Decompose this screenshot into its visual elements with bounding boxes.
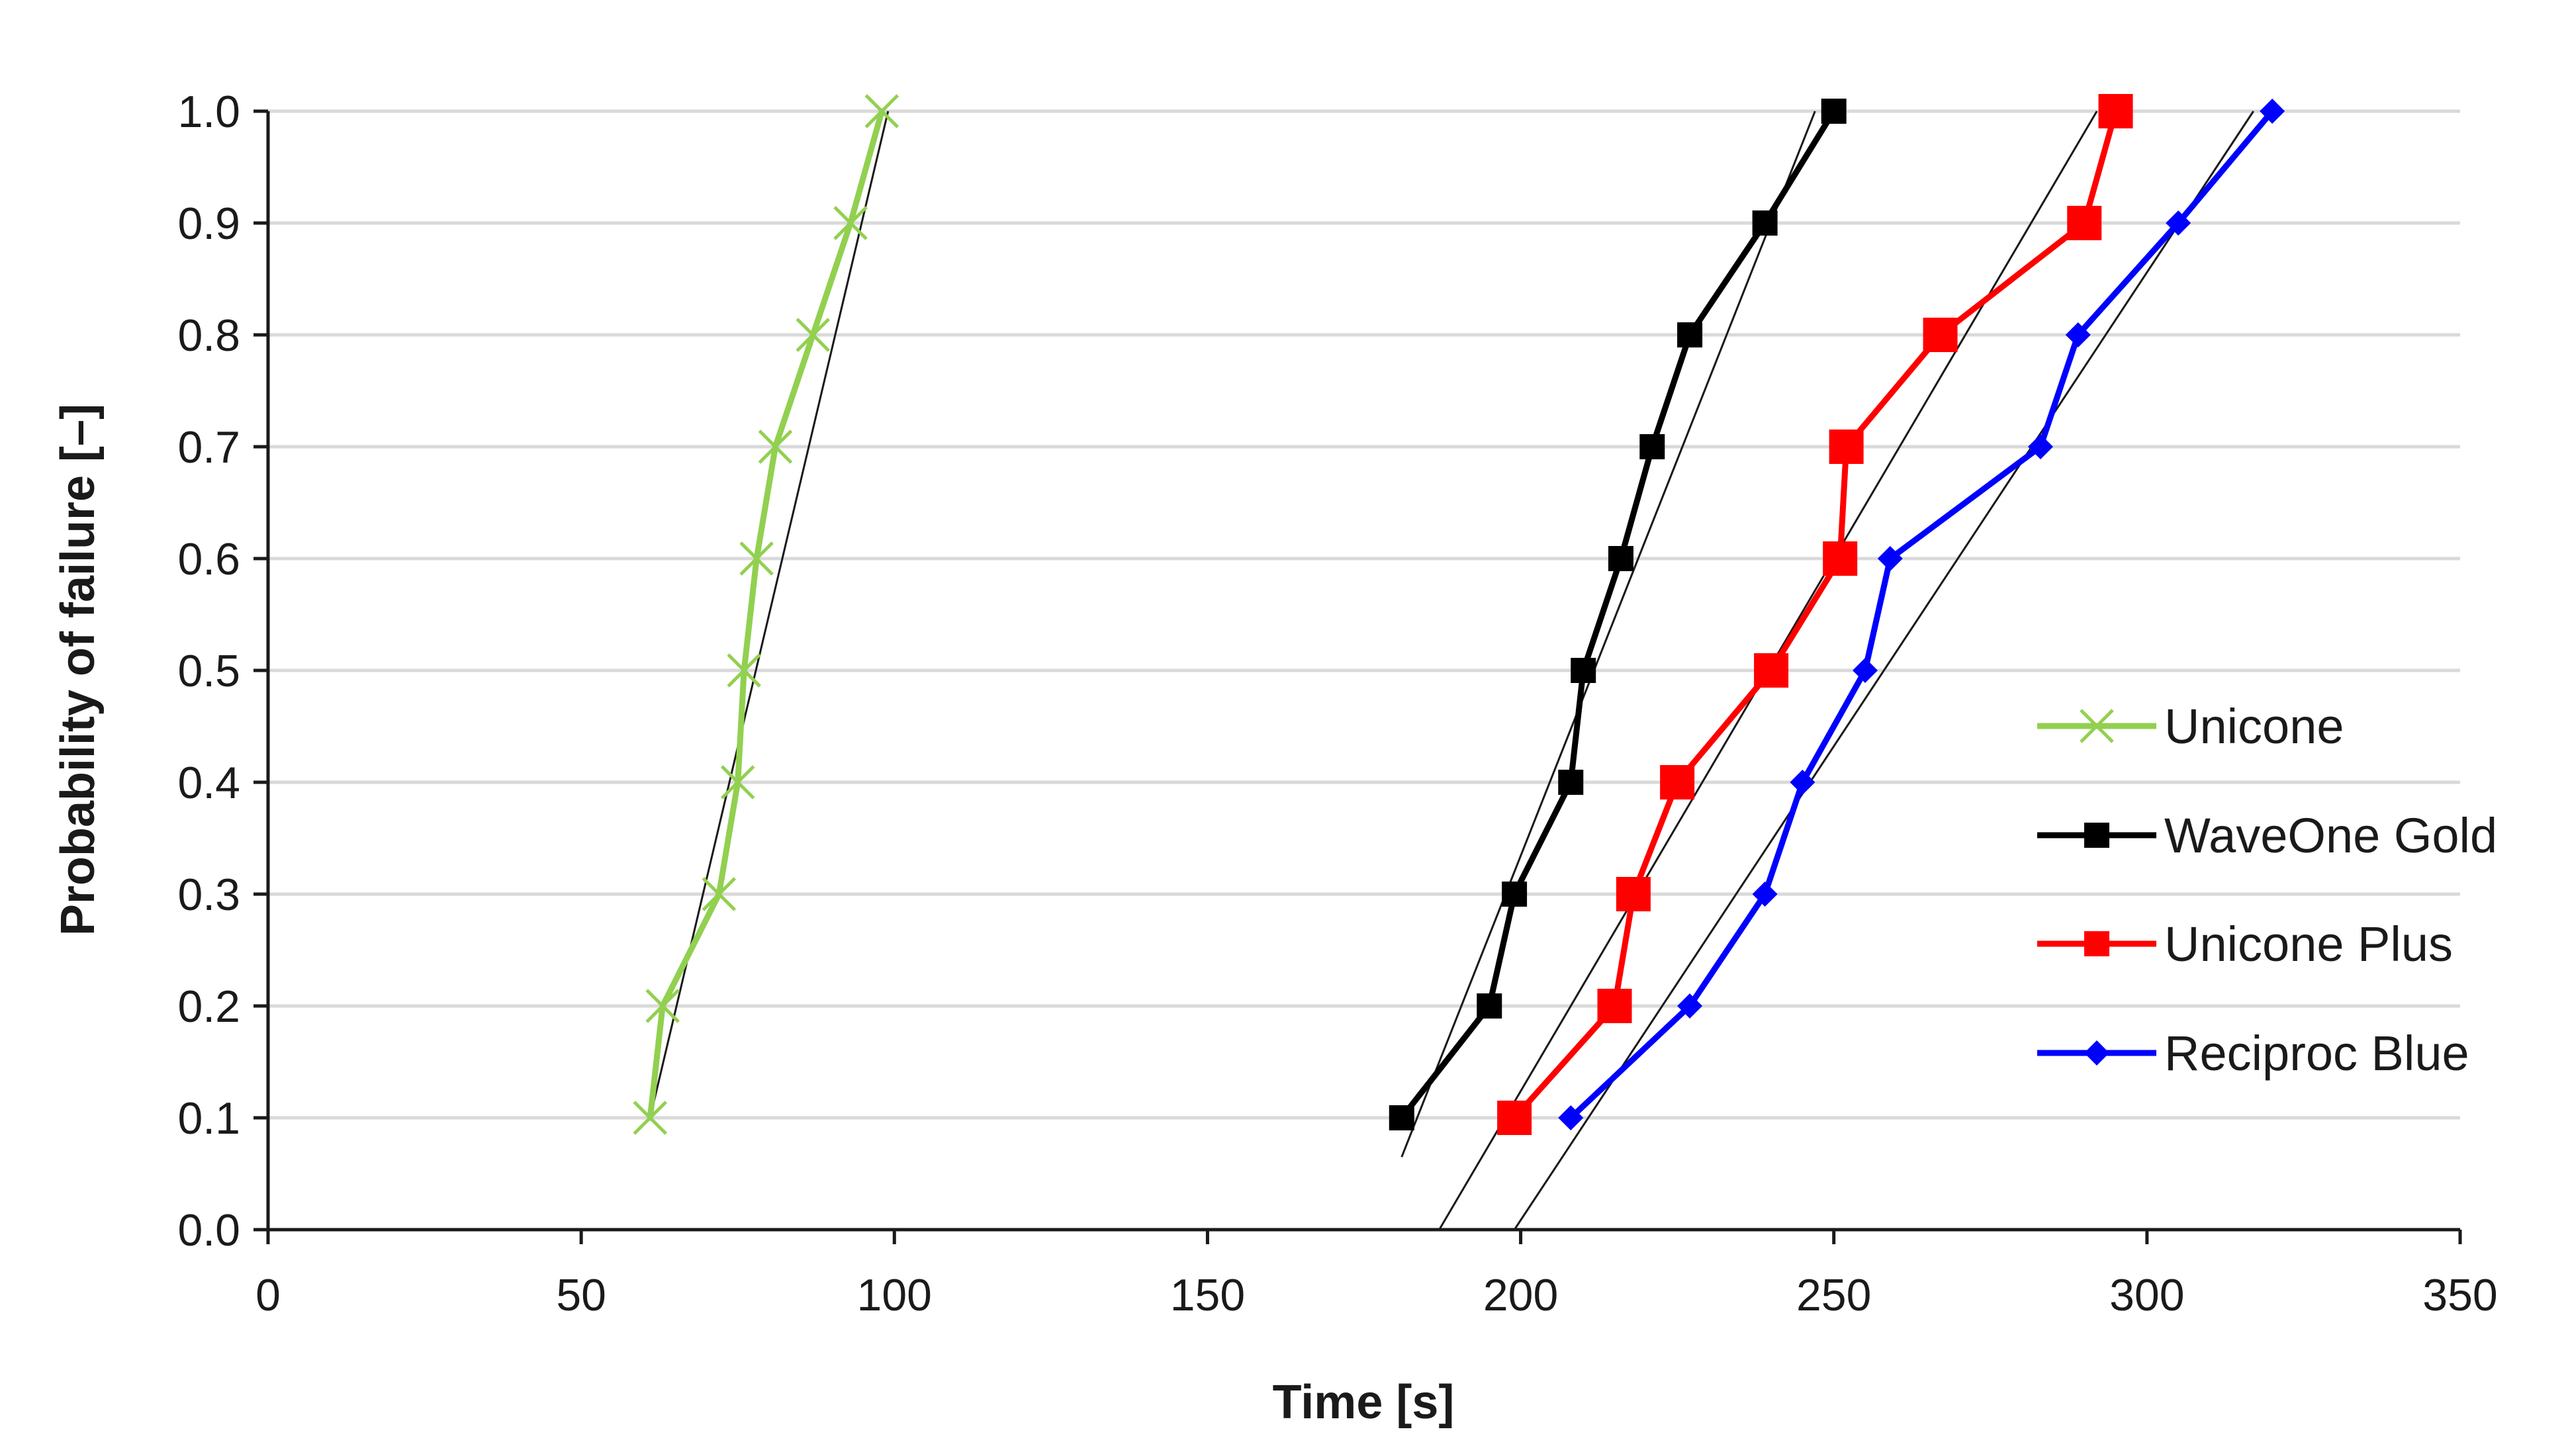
reciproc-blue-point-3 bbox=[1752, 882, 1778, 907]
waveone-gold-point-6 bbox=[1608, 546, 1633, 571]
y-tick-label: 0.9 bbox=[177, 199, 240, 249]
reciproc-blue-point-10 bbox=[2260, 99, 2285, 124]
x-tick-label: 250 bbox=[1796, 1270, 1871, 1320]
trendline-reciproc-blue bbox=[1513, 111, 2254, 1230]
unicone-point-5 bbox=[727, 653, 761, 688]
legend-item-unicone[interactable]: Unicone bbox=[2037, 699, 2344, 754]
trendline-unicone bbox=[649, 111, 890, 1118]
series-line-reciproc-blue bbox=[1567, 108, 2275, 1121]
series-waveone-gold bbox=[1389, 99, 1847, 1130]
legend-marker-unicone bbox=[2080, 709, 2114, 743]
legend-item-unicone-plus[interactable]: Unicone Plus bbox=[2037, 917, 2453, 972]
reciproc-blue-point-1 bbox=[1558, 1105, 1584, 1130]
x-axis-ticks: 0 50 100 150 200 250 300 350 bbox=[255, 1230, 2498, 1320]
unicone-plus-point-1 bbox=[1497, 1101, 1532, 1135]
series-line-unicone bbox=[647, 108, 885, 1121]
y-tick-label: 0.5 bbox=[177, 646, 240, 696]
series-unicone bbox=[633, 94, 899, 1135]
y-tick-label: 0.3 bbox=[177, 870, 240, 920]
waveone-gold-point-2 bbox=[1477, 993, 1502, 1019]
waveone-gold-point-8 bbox=[1677, 322, 1703, 347]
legend-label: WaveOne Gold bbox=[2164, 808, 2497, 863]
x-tick-label: 100 bbox=[857, 1270, 932, 1320]
legend-item-waveone-gold[interactable]: WaveOne Gold bbox=[2037, 808, 2497, 863]
y-tick-label: 0.1 bbox=[177, 1093, 240, 1144]
x-axis-title: Time [s] bbox=[1273, 1376, 1455, 1429]
unicone-point-9 bbox=[833, 206, 868, 240]
unicone-point-3 bbox=[702, 877, 737, 911]
waveone-gold-point-9 bbox=[1752, 210, 1778, 236]
y-tick-label: 0.7 bbox=[177, 422, 240, 473]
legend-marker-waveone-gold bbox=[2084, 823, 2109, 848]
unicone-plus-point-4 bbox=[1660, 765, 1695, 799]
unicone-point-4 bbox=[720, 765, 755, 799]
unicone-point-8 bbox=[796, 318, 831, 352]
reciproc-blue-point-6 bbox=[1877, 546, 1903, 571]
x-tick-label: 200 bbox=[1483, 1270, 1558, 1320]
legend-marker-unicone-plus bbox=[2084, 931, 2109, 956]
x-tick-label: 300 bbox=[2109, 1270, 2184, 1320]
reciproc-blue-point-9 bbox=[2166, 210, 2191, 236]
legend-item-reciproc-blue[interactable]: Reciproc Blue bbox=[2037, 1026, 2469, 1081]
y-tick-label: 0.8 bbox=[177, 310, 240, 361]
reciproc-blue-point-4 bbox=[1790, 770, 1815, 795]
trendline-waveone-gold bbox=[1400, 111, 1816, 1158]
x-tick-label: 350 bbox=[2422, 1270, 2497, 1320]
waveone-gold-point-4 bbox=[1558, 770, 1584, 795]
x-tick-label: 150 bbox=[1170, 1270, 1245, 1320]
reciproc-blue-point-2 bbox=[1677, 993, 1703, 1019]
y-tick-label: 0.0 bbox=[177, 1205, 240, 1255]
y-axis-ticks: 0.0 0.1 0.2 0.3 0.4 0.5 0.6 0.7 0.8 0.9 1.0 bbox=[177, 87, 268, 1255]
waveone-gold-point-7 bbox=[1639, 434, 1665, 459]
unicone-plus-point-5 bbox=[1754, 653, 1789, 688]
x-tick-label: 50 bbox=[556, 1270, 606, 1320]
unicone-plus-point-6 bbox=[1823, 541, 1858, 576]
y-tick-label: 0.4 bbox=[177, 758, 240, 808]
y-tick-label: 0.6 bbox=[177, 534, 240, 584]
legend-label: Unicone bbox=[2164, 699, 2344, 754]
y-tick-label: 0.2 bbox=[177, 981, 240, 1032]
x-tick-label: 0 bbox=[255, 1270, 281, 1320]
unicone-point-2 bbox=[645, 989, 680, 1023]
unicone-point-7 bbox=[758, 430, 793, 464]
waveone-gold-point-5 bbox=[1571, 658, 1596, 683]
data-series bbox=[633, 94, 2285, 1135]
unicone-point-10 bbox=[864, 94, 899, 128]
unicone-plus-point-8 bbox=[1923, 318, 1958, 352]
gridlines bbox=[268, 109, 2460, 1120]
unicone-plus-point-10 bbox=[2098, 94, 2133, 128]
series-reciproc-blue bbox=[1558, 99, 2285, 1130]
unicone-plus-point-7 bbox=[1829, 430, 1864, 464]
legend-marker-reciproc-blue bbox=[2084, 1040, 2109, 1066]
legend-label: Reciproc Blue bbox=[2164, 1026, 2469, 1081]
series-line-unicone-plus bbox=[1511, 108, 2119, 1121]
series-unicone-plus bbox=[1497, 94, 2133, 1135]
unicone-point-6 bbox=[739, 541, 774, 576]
reciproc-blue-point-5 bbox=[1853, 658, 1878, 683]
waveone-gold-point-1 bbox=[1389, 1105, 1414, 1130]
unicone-plus-point-9 bbox=[2067, 206, 2102, 240]
legend[interactable]: Unicone WaveOne Gold Unicone Plus Reciproc … bbox=[2037, 699, 2497, 1081]
unicone-plus-point-3 bbox=[1616, 877, 1651, 911]
reciproc-blue-point-8 bbox=[2065, 322, 2091, 347]
unicone-plus-point-2 bbox=[1597, 989, 1632, 1023]
series-line-waveone-gold bbox=[1399, 108, 1837, 1121]
legend-label: Unicone Plus bbox=[2164, 917, 2453, 972]
waveone-gold-point-10 bbox=[1821, 99, 1847, 124]
unicone-point-1 bbox=[633, 1101, 667, 1135]
waveone-gold-point-3 bbox=[1502, 882, 1528, 907]
y-tick-label: 1.0 bbox=[177, 87, 240, 137]
reciproc-blue-point-7 bbox=[2027, 434, 2053, 459]
y-axis-title: Probability of failure [–] bbox=[52, 404, 105, 936]
